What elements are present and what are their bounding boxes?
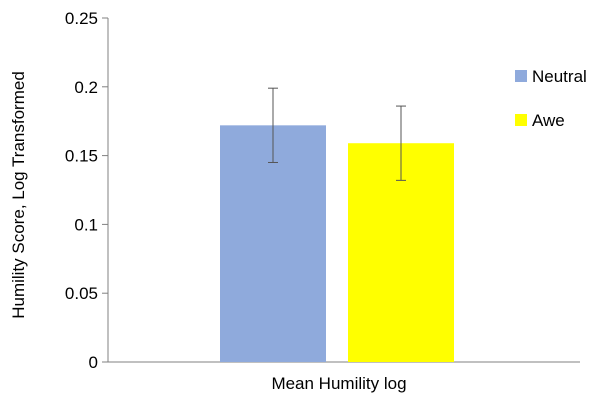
- legend-label-neutral: Neutral: [532, 67, 587, 86]
- y-tick-label: 0: [89, 353, 98, 372]
- legend-swatch-awe: [515, 114, 527, 126]
- y-tick-label: 0.1: [74, 215, 98, 234]
- y-tick-label: 0.2: [74, 78, 98, 97]
- legend-label-awe: Awe: [532, 111, 565, 130]
- legend: Neutral Awe: [515, 67, 587, 130]
- y-axis-ticks: 0 0.05 0.1 0.15 0.2 0.25: [65, 9, 108, 372]
- bars: [220, 125, 454, 362]
- y-tick-label: 0.05: [65, 284, 98, 303]
- y-axis-label: Humility Score, Log Transformed: [9, 71, 28, 319]
- legend-swatch-neutral: [515, 70, 527, 82]
- y-tick-label: 0.15: [65, 147, 98, 166]
- error-bars: [268, 87, 406, 181]
- x-axis-label: Mean Humility log: [271, 374, 406, 393]
- y-tick-label: 0.25: [65, 9, 98, 28]
- bar-neutral: [220, 125, 326, 362]
